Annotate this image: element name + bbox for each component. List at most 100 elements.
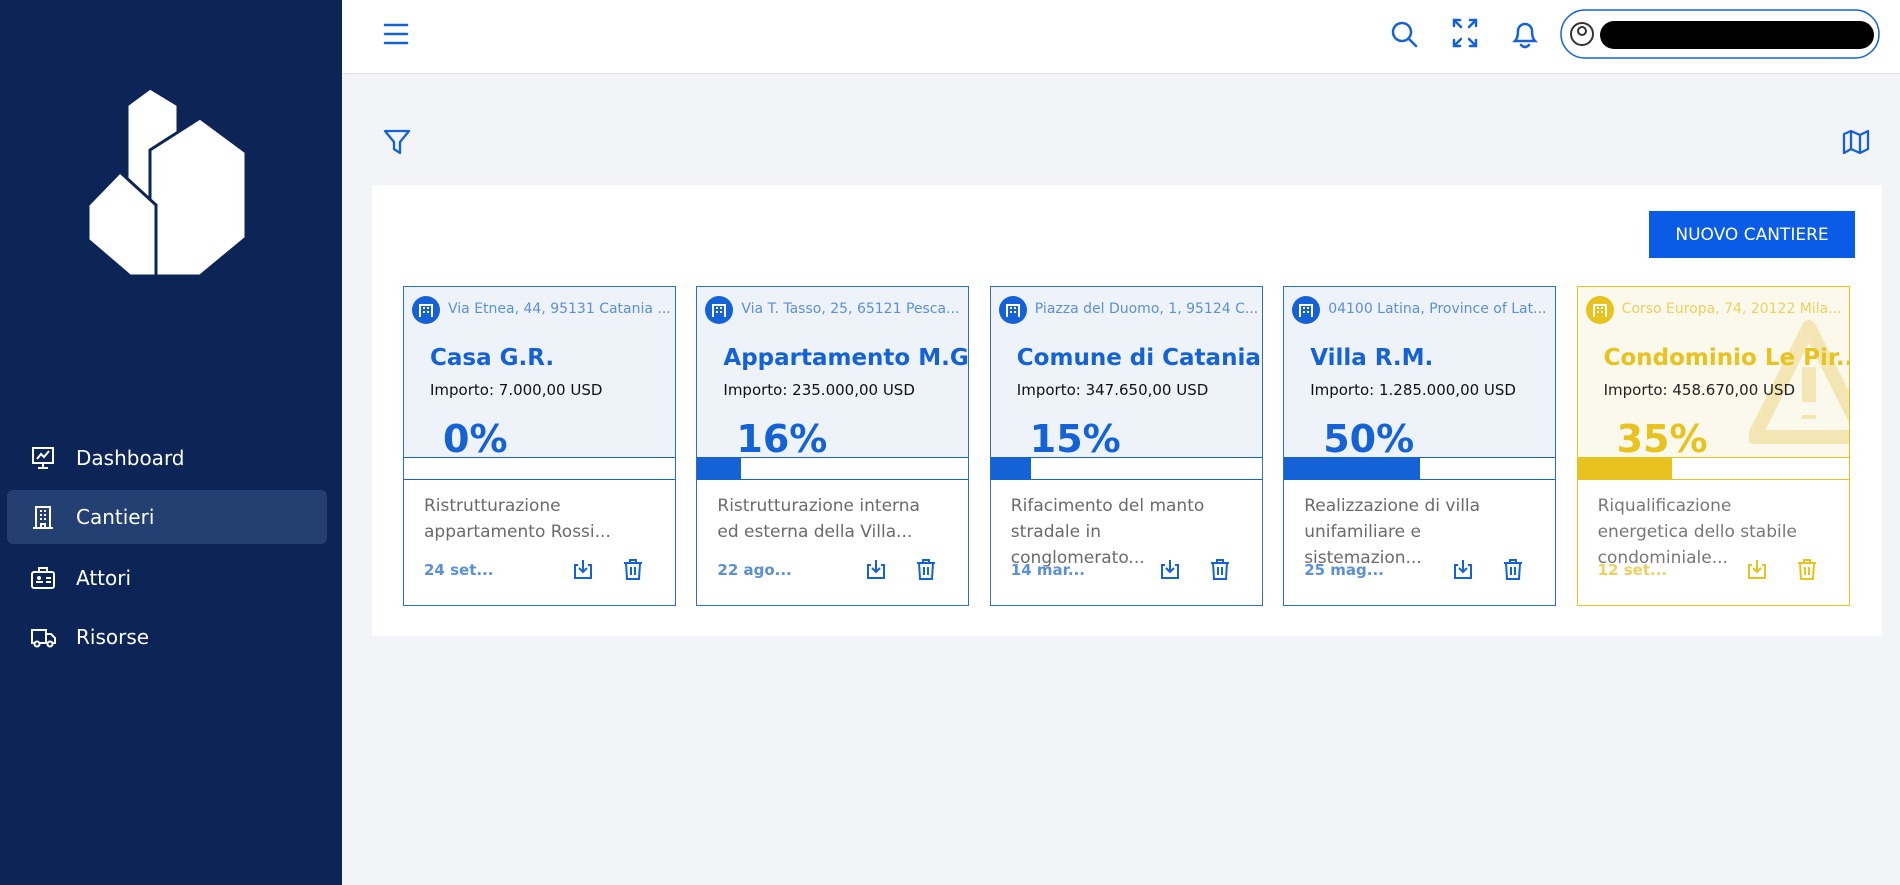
progress-label: 35%	[1616, 417, 1708, 457]
site-amount: Importo: 347.650,00 USD	[1016, 381, 1209, 399]
progress-fill	[697, 458, 741, 479]
site-title: Condominio Le Pir...	[1603, 345, 1849, 371]
site-title: Casa G.R.	[430, 345, 555, 371]
delete-button[interactable]	[621, 557, 645, 585]
delete-button[interactable]	[1208, 557, 1232, 585]
nav-label: Risorse	[76, 625, 150, 649]
download-button[interactable]	[571, 557, 595, 585]
sidebar: Dashboard Cantieri Attori Risorse	[0, 0, 342, 885]
progress-bar	[697, 457, 969, 480]
download-icon	[1747, 560, 1766, 579]
site-card[interactable]: Corso Europa, 74, 20122 Mila... Condomini…	[1576, 286, 1850, 606]
top-icons	[383, 9, 1880, 59]
site-date: 14 mar...	[1010, 561, 1085, 579]
top-bar	[342, 0, 1900, 74]
site-icon	[1292, 296, 1321, 324]
site-amount: Importo: 235.000,00 USD	[723, 381, 915, 399]
progress-fill	[990, 458, 1032, 479]
progress-bar	[1577, 457, 1849, 480]
user-name-redacted	[1600, 21, 1874, 49]
nav-item[interactable]: Risorse	[7, 610, 327, 664]
card-header: Corso Europa, 74, 20122 Mila... Condomini…	[1577, 287, 1849, 457]
menu-button[interactable]	[383, 23, 409, 45]
progress-label: 16%	[736, 417, 828, 457]
nav-label: Dashboard	[76, 446, 185, 470]
site-icon	[412, 296, 440, 324]
site-amount: Importo: 7.000,00 USD	[430, 381, 603, 399]
warning-icon	[1748, 320, 1849, 444]
nav-item[interactable]: Attori	[7, 551, 327, 605]
site-title: Comune di Catania	[1016, 345, 1261, 371]
progress-label: 15%	[1029, 417, 1121, 457]
site-address: Via Etnea, 44, 95131 Catania ...	[448, 301, 671, 317]
nav-icon	[32, 447, 54, 469]
progress-bar	[1284, 457, 1556, 480]
progress-fill	[1577, 458, 1673, 479]
card-header: Via T. Tasso, 25, 65121 Pesca... Appartam…	[697, 287, 969, 457]
site-date: 22 ago...	[717, 561, 792, 579]
site-address: Piazza del Duomo, 1, 95124 C...	[1034, 301, 1259, 317]
site-amount: Importo: 458.670,00 USD	[1603, 381, 1796, 399]
notifications-button[interactable]	[1511, 22, 1539, 49]
card-header: Piazza del Duomo, 1, 95124 C... Comune di…	[990, 287, 1262, 457]
site-description: Ristrutturazione interna ed esterna dell…	[717, 496, 920, 542]
card-header: 04100 Latina, Province of Lat... Villa R.…	[1284, 287, 1556, 457]
new-site-button[interactable]: NUOVO CANTIERE	[1649, 211, 1855, 258]
nav-icon	[31, 629, 56, 648]
download-button[interactable]	[1745, 557, 1769, 585]
download-icon	[1160, 560, 1179, 579]
download-button[interactable]	[864, 557, 888, 585]
card-header: Via Etnea, 44, 95131 Catania ... Casa G.R…	[404, 287, 675, 457]
site-card[interactable]: Piazza del Duomo, 1, 95124 C... Comune di…	[989, 286, 1263, 606]
delete-icon	[1210, 559, 1229, 580]
site-amount: Importo: 1.285.000,00 USD	[1310, 381, 1516, 399]
site-icon	[705, 296, 734, 324]
download-icon	[1454, 560, 1473, 579]
delete-icon	[624, 559, 642, 580]
site-card[interactable]: Via T. Tasso, 25, 65121 Pesca... Appartam…	[696, 286, 970, 606]
nav-icon	[31, 567, 55, 589]
progress-fill	[1284, 458, 1420, 479]
delete-button[interactable]	[1795, 557, 1819, 585]
delete-button[interactable]	[914, 557, 938, 585]
site-description: Ristrutturazione appartamento Rossi...	[424, 496, 611, 542]
site-address: Via T. Tasso, 25, 65121 Pesca...	[741, 301, 960, 317]
site-card[interactable]: 04100 Latina, Province of Lat... Villa R.…	[1283, 286, 1557, 606]
delete-icon	[917, 559, 936, 580]
download-button[interactable]	[1451, 557, 1475, 585]
nav-icon	[33, 506, 53, 529]
site-address: 04100 Latina, Province of Lat...	[1328, 301, 1547, 317]
download-icon	[574, 560, 592, 579]
site-icon	[998, 296, 1027, 324]
user-menu[interactable]	[1560, 9, 1880, 59]
site-address: Corso Europa, 74, 20122 Mila...	[1621, 301, 1842, 317]
progress-bar	[990, 457, 1262, 480]
site-description: Rifacimento del manto stradale in conglo…	[1010, 496, 1205, 568]
search-button[interactable]	[1391, 21, 1418, 48]
site-icon	[1585, 296, 1614, 324]
nav-item[interactable]: Cantieri	[7, 490, 327, 544]
download-button[interactable]	[1158, 557, 1182, 585]
site-description: Realizzazione di villa unifamiliare e si…	[1304, 496, 1481, 568]
nav-item[interactable]: Dashboard	[7, 431, 327, 485]
progress-label: 0%	[443, 417, 508, 457]
site-title: Appartamento M.G.	[723, 345, 969, 371]
site-description: Riqualificazione energetica dello stabil…	[1597, 496, 1797, 568]
site-date: 12 set...	[1597, 561, 1668, 579]
download-icon	[867, 560, 886, 579]
logo	[86, 86, 248, 278]
nav-label: Attori	[76, 566, 132, 590]
delete-button[interactable]	[1501, 557, 1525, 585]
nav-label: Cantieri	[76, 505, 155, 529]
delete-icon	[1797, 559, 1816, 580]
delete-icon	[1504, 559, 1523, 580]
map-button[interactable]	[1841, 127, 1871, 157]
site-title: Villa R.M.	[1310, 345, 1434, 371]
site-date: 25 mag...	[1304, 561, 1384, 579]
fullscreen-button[interactable]	[1452, 18, 1478, 48]
filter-button[interactable]	[382, 127, 412, 157]
site-card[interactable]: Via Etnea, 44, 95131 Catania ... Casa G.R…	[403, 286, 676, 606]
progress-label: 50%	[1323, 417, 1415, 457]
